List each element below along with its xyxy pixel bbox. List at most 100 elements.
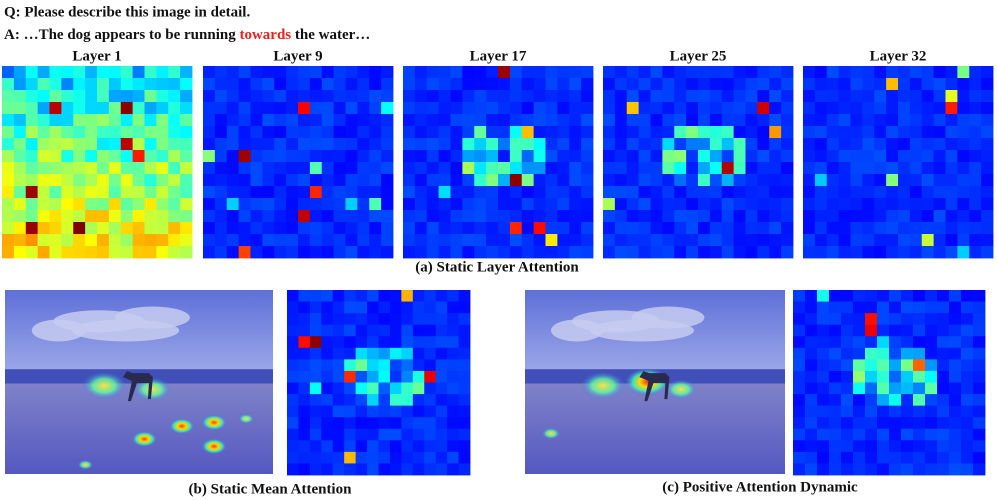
- heat-cell: [144, 150, 157, 163]
- heat-cell: [545, 246, 558, 259]
- heat-cell: [841, 336, 854, 349]
- heat-cell: [662, 66, 675, 79]
- heat-cell: [921, 234, 935, 247]
- heat-cell: [378, 359, 391, 372]
- heat-cell: [262, 210, 275, 223]
- heat-cell: [73, 90, 86, 103]
- heat-cell: [981, 138, 994, 151]
- heat-cell: [403, 114, 416, 127]
- heat-cell: [721, 78, 735, 91]
- heat-cell: [262, 78, 275, 91]
- heat-cell: [156, 78, 169, 91]
- heat-cell: [458, 370, 471, 383]
- heat-cell: [462, 90, 475, 103]
- heat-cell: [698, 126, 711, 139]
- heat-cell: [603, 102, 616, 115]
- heat-cell: [180, 234, 193, 247]
- heat-cell: [650, 114, 663, 127]
- heat-cell: [826, 150, 840, 163]
- heat-cell: [757, 78, 770, 91]
- heat-cell: [238, 114, 251, 127]
- heat-cell: [426, 150, 440, 163]
- heat-cell: [367, 324, 379, 337]
- heat-cell: [913, 370, 926, 383]
- attention-blob: [77, 459, 94, 470]
- heat-cell: [450, 174, 463, 187]
- heat-cell: [745, 66, 758, 79]
- heat-cell: [826, 114, 840, 127]
- heat-cell: [638, 126, 651, 139]
- heat-cell: [37, 102, 50, 115]
- attention-blob: [131, 431, 158, 448]
- heat-cell: [817, 451, 830, 464]
- heat-cell: [909, 138, 923, 151]
- heat-cell: [424, 370, 437, 383]
- heat-cell: [435, 359, 448, 372]
- heat-cell: [381, 174, 394, 187]
- heat-cell: [603, 126, 616, 139]
- heat-cell: [603, 90, 616, 103]
- heat-cell: [533, 198, 546, 211]
- heat-cell: [286, 78, 299, 91]
- cloud: [72, 319, 180, 342]
- heat-cell: [853, 313, 866, 326]
- heat-cell: [650, 222, 663, 235]
- heat-cell: [925, 370, 938, 383]
- heat-cell: [793, 405, 806, 418]
- heat-cell: [298, 347, 311, 360]
- heat-cell: [49, 102, 62, 115]
- heat-cell: [345, 66, 358, 79]
- heat-cell: [850, 138, 863, 151]
- heat-cell: [981, 114, 994, 127]
- heat-cell: [333, 138, 346, 151]
- heat-cell: [909, 246, 923, 259]
- heat-cell: [355, 394, 368, 407]
- heat-cell: [367, 370, 379, 383]
- heat-cell: [850, 66, 863, 79]
- heat-cell: [309, 66, 323, 79]
- heat-cell: [814, 210, 828, 223]
- heat-cell: [13, 162, 27, 175]
- heat-cell: [874, 186, 887, 199]
- heat-cell: [274, 186, 287, 199]
- heat-cell: [581, 126, 594, 139]
- heat-cell: [709, 66, 723, 79]
- heat-cell: [369, 234, 382, 247]
- heat-cell: [973, 324, 986, 337]
- heat-cell: [603, 210, 616, 223]
- heat-cell: [793, 428, 806, 441]
- heat-cell: [426, 222, 440, 235]
- heat-cell: [321, 301, 334, 314]
- heat-cell: [709, 234, 723, 247]
- heat-cell: [769, 210, 782, 223]
- heat-cell: [793, 440, 806, 453]
- heat-cell: [274, 210, 287, 223]
- heat-cell: [332, 324, 345, 337]
- heat-cell: [509, 222, 523, 235]
- heat-cell: [650, 78, 663, 91]
- heat-cell: [933, 174, 946, 187]
- heat-cell: [345, 162, 358, 175]
- heat-cell: [921, 210, 935, 223]
- heat-cell: [698, 90, 711, 103]
- heat-cell: [132, 150, 145, 163]
- heat-cell: [889, 451, 902, 464]
- heat-cell: [120, 150, 134, 163]
- heat-cell: [945, 234, 958, 247]
- heat-cell: [949, 382, 962, 395]
- heat-cell: [344, 451, 357, 464]
- heat-cell: [389, 370, 402, 383]
- heat-cell: [781, 150, 794, 163]
- heat-cell: [389, 394, 402, 407]
- heat-cell: [981, 162, 994, 175]
- heat-cell: [367, 440, 379, 453]
- heat-cell: [557, 150, 570, 163]
- heat-cell: [521, 114, 535, 127]
- heat-cell: [829, 290, 842, 302]
- heat-cell: [462, 102, 475, 115]
- heat-cell: [569, 126, 582, 139]
- heat-cell: [862, 174, 875, 187]
- heat-cell: [474, 210, 487, 223]
- heat-cell: [925, 301, 938, 314]
- heat-cell: [877, 463, 890, 476]
